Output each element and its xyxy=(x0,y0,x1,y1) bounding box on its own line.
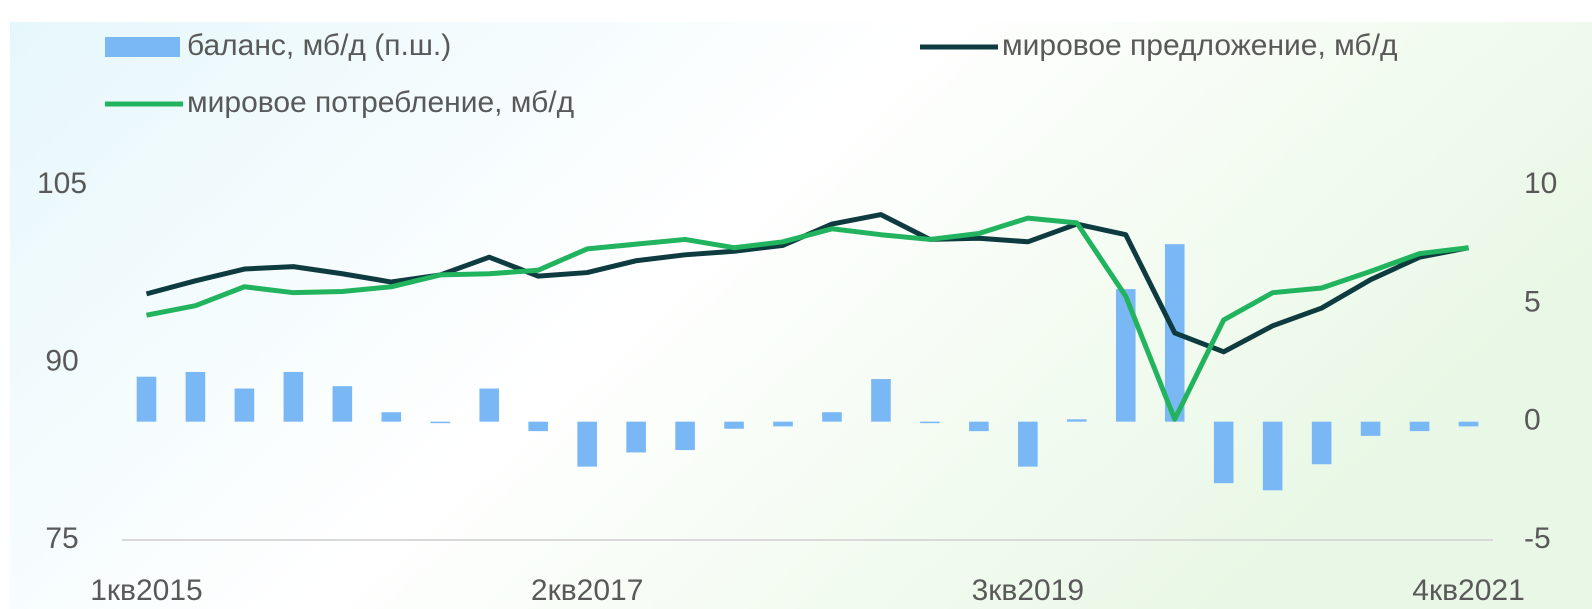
bar xyxy=(969,421,989,432)
bar xyxy=(724,421,744,429)
y2-tick-label: 0 xyxy=(1524,404,1541,437)
bar xyxy=(332,386,353,422)
bar xyxy=(773,421,793,427)
bar xyxy=(1115,289,1136,422)
y2-tick-label: -5 xyxy=(1524,522,1551,555)
bar xyxy=(136,376,157,422)
bar xyxy=(381,412,402,422)
bar xyxy=(1067,419,1087,422)
top-margin xyxy=(0,0,1592,22)
y-tick-label: 105 xyxy=(37,167,87,200)
bar xyxy=(920,421,940,424)
bar xyxy=(871,379,891,422)
bar xyxy=(1311,421,1332,465)
bar xyxy=(822,412,842,422)
bar xyxy=(675,421,695,451)
bar xyxy=(430,421,451,424)
background xyxy=(10,22,1592,609)
bar xyxy=(283,371,304,422)
x-tick-label: 2кв2017 xyxy=(531,574,644,607)
y2-tick-label: 5 xyxy=(1524,285,1541,318)
y-tick-label: 90 xyxy=(45,344,78,377)
x-tick-label: 4кв2021 xyxy=(1412,574,1525,607)
bar xyxy=(1458,421,1479,427)
bar xyxy=(1213,421,1234,484)
bar xyxy=(234,388,255,422)
bar xyxy=(1262,421,1283,491)
legend-label: мировое предложение, мб/д xyxy=(1002,29,1397,62)
x-tick-label: 3кв2019 xyxy=(972,574,1085,607)
bar xyxy=(528,421,548,432)
legend-swatch xyxy=(105,37,180,57)
legend-label: баланс, мб/д (п.ш.) xyxy=(187,29,451,62)
legend-label: мировое потребление, мб/д xyxy=(187,86,574,119)
y2-tick-label: 10 xyxy=(1524,167,1557,200)
y-tick-label: 75 xyxy=(45,522,78,555)
x-tick-label: 1кв2015 xyxy=(90,574,203,607)
bar xyxy=(1018,421,1038,467)
line xyxy=(146,215,1469,422)
bar xyxy=(479,388,500,422)
bar xyxy=(1409,421,1430,432)
bar xyxy=(1360,421,1381,436)
bar xyxy=(626,421,646,453)
bar xyxy=(185,371,206,422)
bar xyxy=(577,421,597,467)
